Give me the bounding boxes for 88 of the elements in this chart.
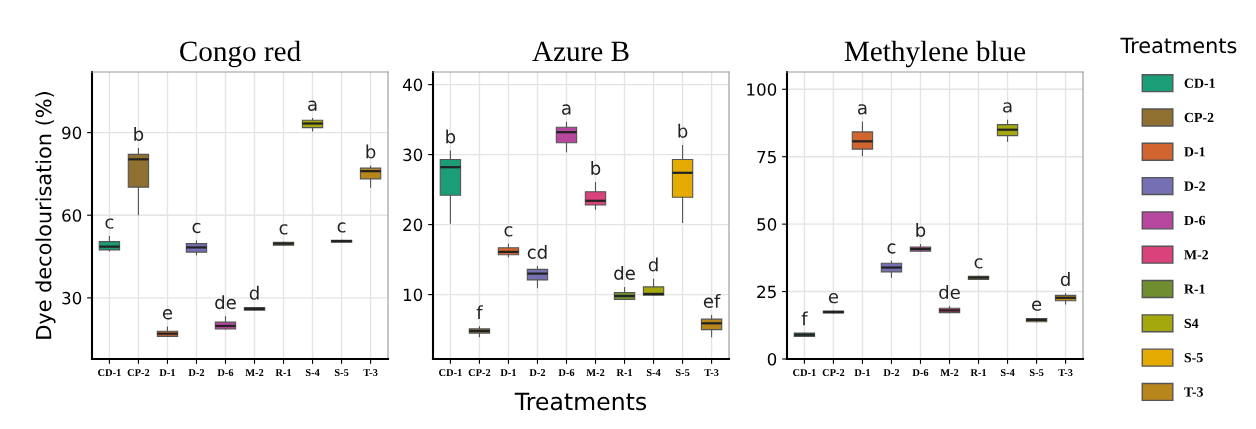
y-tick-label: 75 [757, 150, 776, 164]
chart-title: Methylene blue [844, 40, 1026, 68]
x-tick-label: T-3 [1058, 369, 1073, 377]
text: de [939, 285, 960, 300]
x-tick-label: CP-2 [822, 369, 845, 377]
legend-label: R-1 [1184, 284, 1205, 294]
legend-label: M-2 [1184, 250, 1209, 260]
y-tick-label: 20 [403, 218, 423, 232]
x-tick-label: CD-1 [98, 369, 121, 377]
legend-title: Treatments [1120, 37, 1237, 54]
y-tick-label: 90 [62, 126, 82, 140]
legend-label: S4 [1184, 318, 1199, 329]
legend-label: D-6 [1184, 215, 1206, 226]
text: b [134, 126, 144, 141]
text: b [446, 129, 456, 144]
x-tick-label: S-4 [646, 369, 661, 377]
text: f [801, 311, 808, 326]
text: a [858, 104, 867, 115]
text: c [974, 258, 983, 269]
text: f [476, 305, 483, 319]
text: e [162, 309, 173, 320]
legend-label: S-5 [1184, 353, 1203, 363]
chart-title: Azure B [532, 41, 629, 62]
x-tick-label: S-4 [1000, 369, 1015, 377]
text: c [504, 226, 513, 237]
text: b [916, 222, 926, 237]
x-tick-label: CD-1 [439, 369, 462, 377]
y-axis-title: Dye decolourisation (%) [35, 92, 56, 339]
x-tick-label: M-2 [245, 369, 264, 376]
text: e [828, 292, 839, 304]
y-tick-label: 60 [62, 209, 82, 222]
text: a [562, 104, 571, 115]
text: c [105, 218, 114, 229]
text: c [192, 222, 201, 234]
x-tick-label: D-1 [500, 369, 517, 376]
text: ef [703, 293, 721, 308]
text: de [614, 265, 635, 280]
text: a [308, 100, 317, 111]
x-tick-label: D-6 [217, 369, 234, 377]
x-tick-label: S-5 [675, 369, 690, 377]
y-tick-label: 40 [402, 78, 423, 92]
text: d [1060, 272, 1070, 287]
legend-label: CD-1 [1184, 78, 1215, 88]
x-tick-label: S-5 [1029, 369, 1044, 377]
text: c [887, 243, 896, 254]
y-tick-label: 0 [767, 352, 777, 366]
text: b [591, 160, 601, 175]
y-tick-label: 50 [757, 218, 777, 231]
x-tick-label: D-1 [854, 369, 871, 376]
y-tick-label: 10 [403, 288, 423, 302]
x-tick-label: CP-2 [468, 369, 491, 377]
text: b [366, 144, 376, 159]
legend-label: CP-2 [1184, 112, 1214, 123]
text: e [1032, 300, 1042, 311]
legend-label: T-3 [1184, 387, 1204, 397]
x-tick-label: R-1 [970, 369, 987, 376]
text: d [249, 285, 259, 300]
x-tick-label: D-2 [188, 369, 205, 376]
x-tick-label: D-1 [159, 369, 176, 376]
y-tick-label: 30 [403, 148, 423, 162]
legend-label: D-1 [1184, 147, 1205, 157]
x-tick-label: M-2 [586, 369, 605, 376]
text: a [1003, 102, 1012, 113]
x-tick-label: T-3 [363, 369, 378, 377]
x-axis-title: Treatments [514, 392, 647, 411]
chart-title: Congo red [180, 40, 301, 68]
x-tick-label: R-1 [275, 369, 292, 376]
x-tick-label: M-2 [940, 369, 959, 376]
x-tick-label: D-2 [529, 369, 546, 376]
text: b [678, 123, 688, 138]
text: c [337, 222, 346, 233]
x-tick-label: T-3 [704, 369, 719, 377]
x-tick-label: S-4 [305, 369, 320, 377]
text: cd [527, 244, 547, 259]
x-tick-label: D-2 [883, 369, 900, 376]
y-tick-label: 25 [757, 285, 776, 299]
y-tick-label: 100 [747, 83, 777, 96]
y-tick-label: 30 [62, 291, 82, 305]
text: de [215, 295, 236, 310]
x-tick-label: D-6 [912, 369, 929, 377]
x-tick-label: CD-1 [793, 369, 816, 377]
x-tick-label: CP-2 [127, 369, 150, 377]
legend-label: D-2 [1184, 181, 1205, 191]
text: d [648, 257, 658, 272]
x-tick-label: S-5 [334, 369, 349, 377]
x-tick-label: D-6 [558, 369, 575, 377]
x-tick-label: R-1 [616, 369, 633, 376]
text: c [279, 224, 288, 235]
